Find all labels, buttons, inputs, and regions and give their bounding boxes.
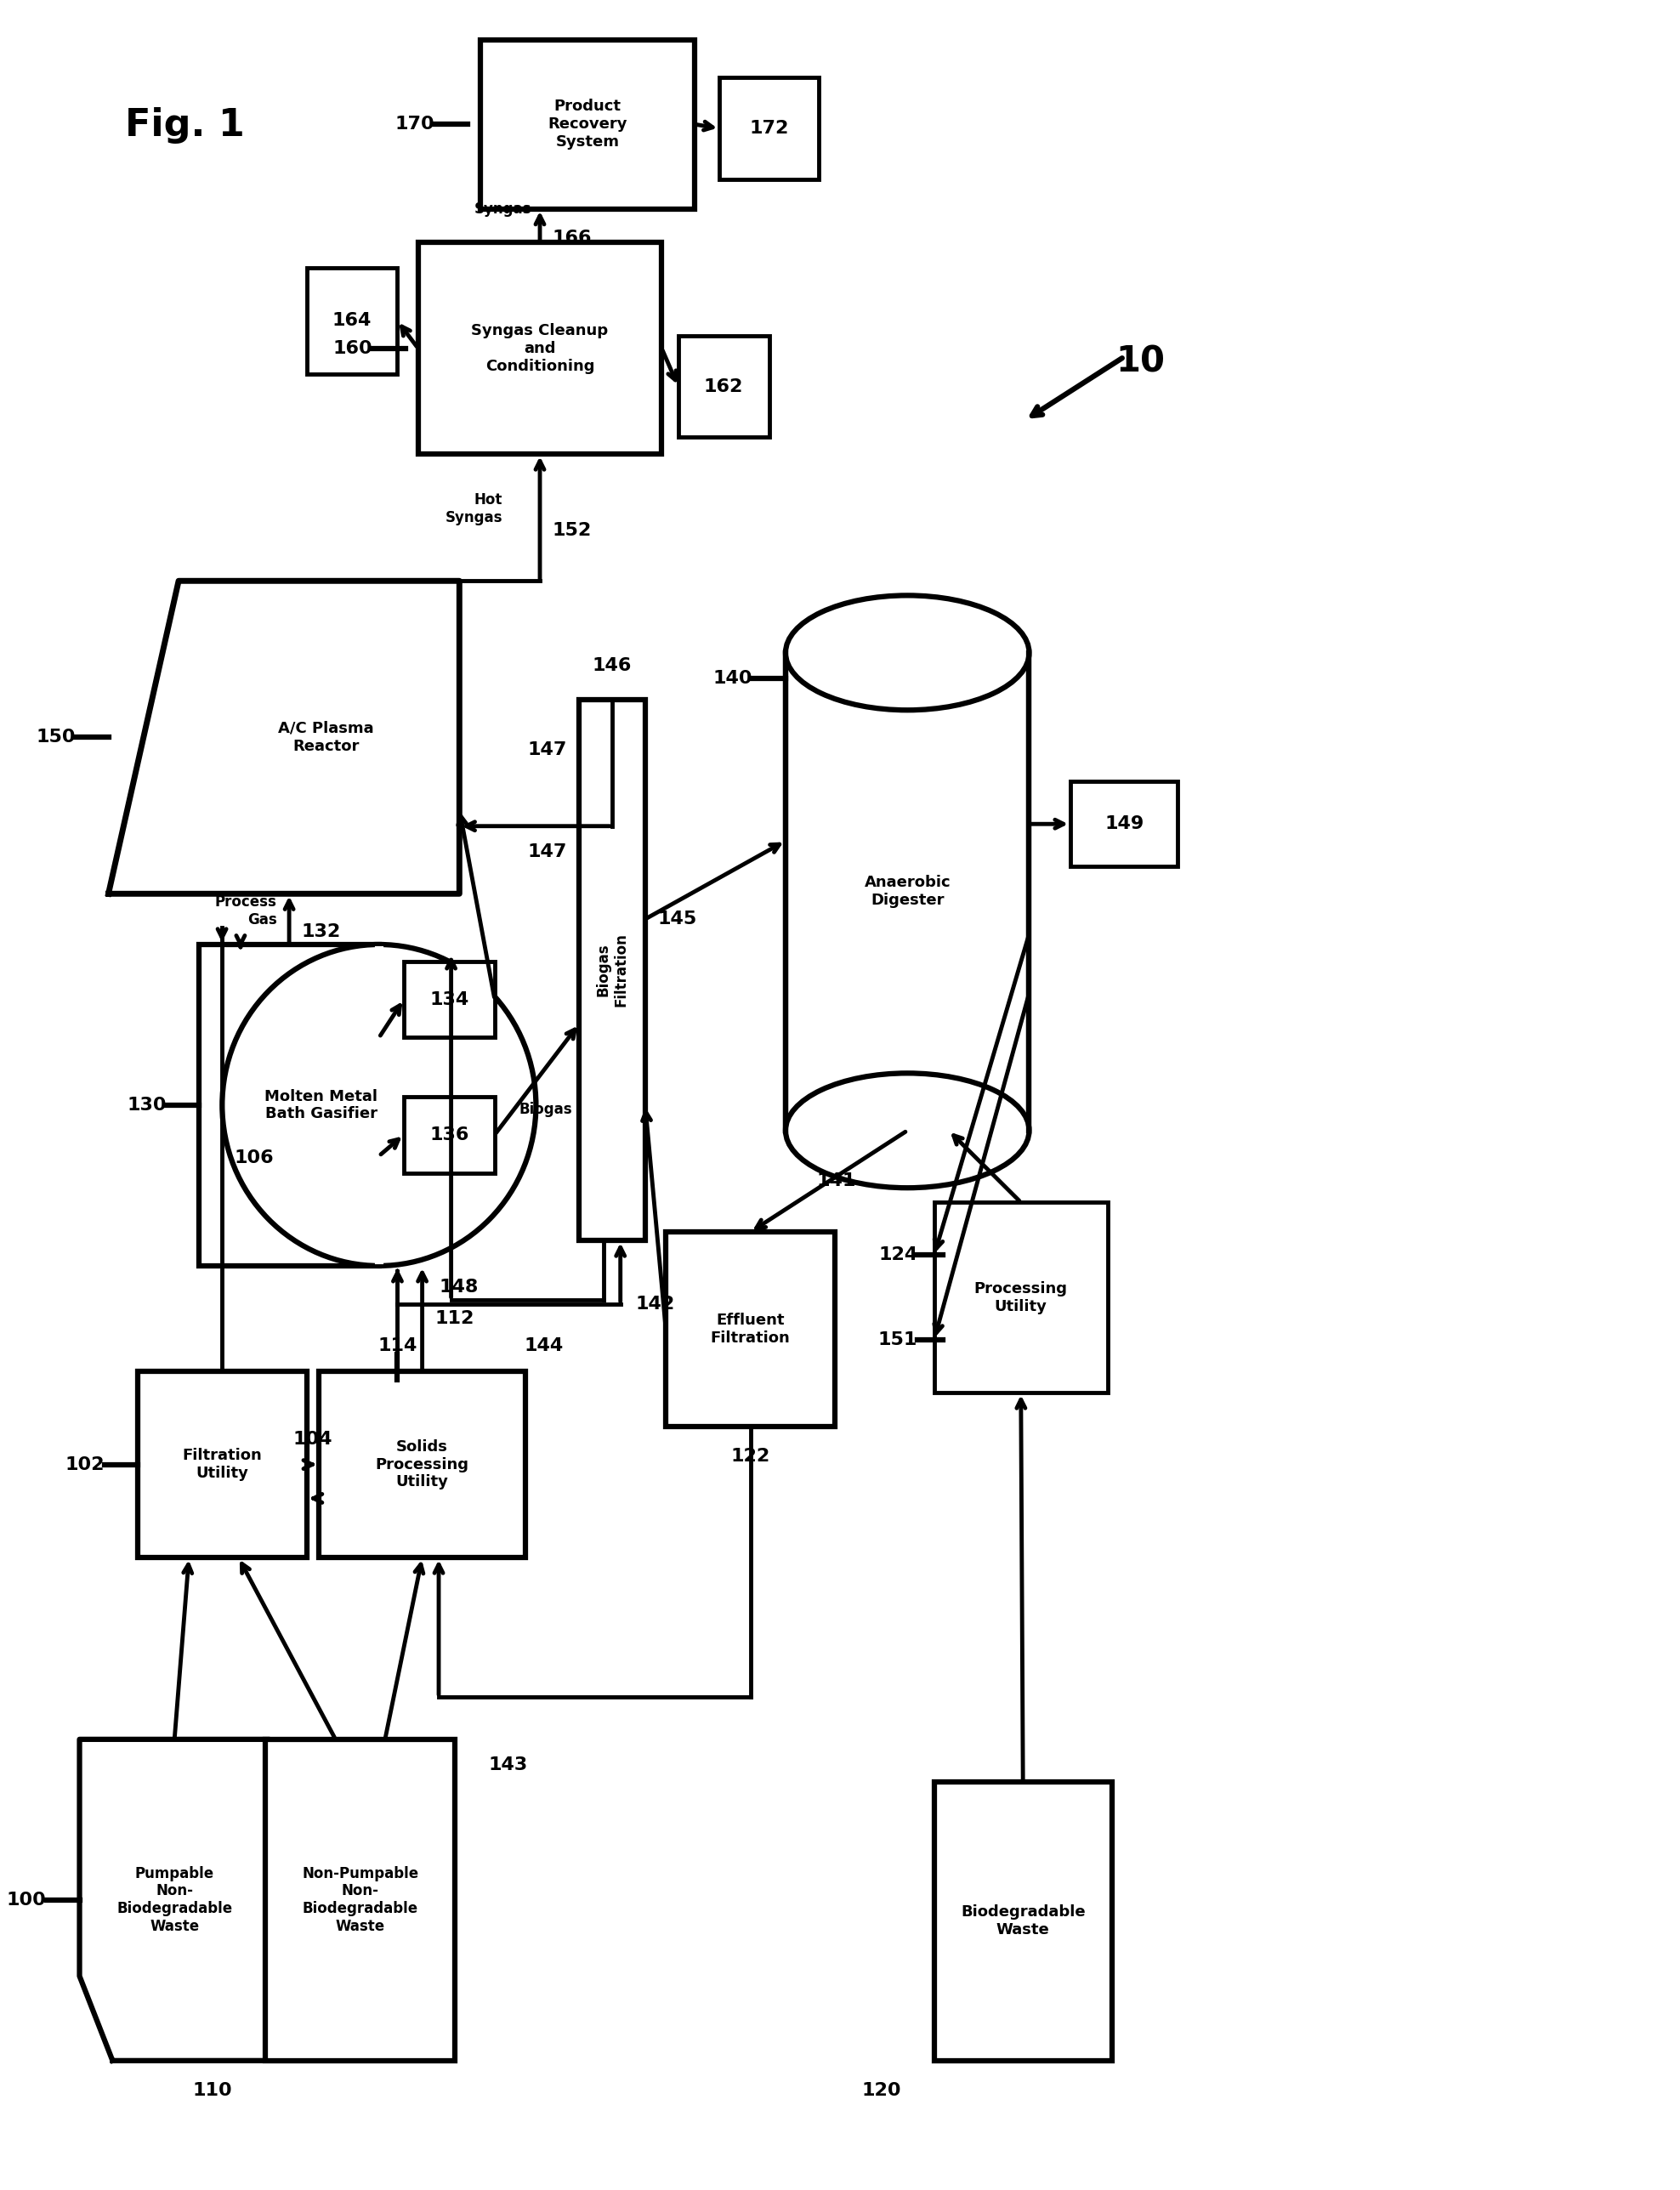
Text: 102: 102 <box>66 1456 104 1474</box>
Bar <box>403 961 494 1038</box>
Ellipse shape <box>786 596 1030 710</box>
Text: 150: 150 <box>35 729 76 747</box>
Text: Solids
Processing
Utility: Solids Processing Utility <box>375 1439 469 1489</box>
Text: 10: 10 <box>1116 344 1166 379</box>
Text: 149: 149 <box>1104 815 1144 832</box>
Circle shape <box>222 944 536 1266</box>
Bar <box>679 335 769 438</box>
Bar <box>138 1371 307 1557</box>
Text: 104: 104 <box>292 1430 333 1448</box>
Text: Filtration
Utility: Filtration Utility <box>181 1448 262 1480</box>
Text: 136: 136 <box>430 1126 469 1143</box>
Text: A/C Plasma
Reactor: A/C Plasma Reactor <box>279 721 375 753</box>
Text: 122: 122 <box>731 1448 769 1465</box>
Bar <box>307 267 398 374</box>
Bar <box>375 946 383 1264</box>
Text: Syngas: Syngas <box>474 201 531 217</box>
Text: Molten Metal
Bath Gasifier: Molten Metal Bath Gasifier <box>264 1088 378 1121</box>
Text: 145: 145 <box>657 911 697 929</box>
Text: Process
Gas: Process Gas <box>215 894 277 926</box>
Text: 114: 114 <box>378 1338 417 1356</box>
Text: 152: 152 <box>553 521 591 539</box>
Text: Biodegradable
Waste: Biodegradable Waste <box>961 1905 1085 1938</box>
Text: Pumpable
Non-
Biodegradable
Waste: Pumpable Non- Biodegradable Waste <box>116 1866 232 1934</box>
Bar <box>786 653 1030 1130</box>
Bar <box>719 79 818 180</box>
Text: 147: 147 <box>528 843 566 861</box>
Polygon shape <box>79 1739 269 2061</box>
Bar <box>580 699 645 1240</box>
Bar <box>934 1783 1112 2061</box>
Text: 148: 148 <box>438 1279 479 1296</box>
Text: 106: 106 <box>234 1150 274 1167</box>
Text: 143: 143 <box>489 1756 528 1774</box>
Text: 120: 120 <box>862 2083 900 2098</box>
Text: 140: 140 <box>712 670 753 688</box>
Text: Biogas
Filtration: Biogas Filtration <box>596 933 628 1007</box>
Bar <box>200 944 380 1266</box>
Text: Non-Pumpable
Non-
Biodegradable
Waste: Non-Pumpable Non- Biodegradable Waste <box>302 1866 418 1934</box>
Text: 162: 162 <box>704 379 743 394</box>
Text: 146: 146 <box>593 657 632 675</box>
Text: 170: 170 <box>395 116 435 134</box>
Bar <box>665 1233 835 1426</box>
Text: 166: 166 <box>553 230 591 247</box>
Text: 110: 110 <box>193 2083 232 2098</box>
Text: Processing
Utility: Processing Utility <box>974 1281 1068 1314</box>
Text: 130: 130 <box>126 1097 166 1115</box>
Text: 172: 172 <box>749 120 788 138</box>
Text: 134: 134 <box>430 990 469 1007</box>
Bar <box>418 243 662 453</box>
Text: 147: 147 <box>528 742 566 758</box>
Bar <box>934 1202 1107 1393</box>
Text: Product
Recovery
System: Product Recovery System <box>548 99 627 149</box>
Text: 132: 132 <box>301 924 341 940</box>
Text: 142: 142 <box>635 1294 675 1312</box>
Text: Syngas Cleanup
and
Conditioning: Syngas Cleanup and Conditioning <box>472 324 608 374</box>
Bar <box>319 1371 526 1557</box>
Text: Anaerobic
Digester: Anaerobic Digester <box>864 876 951 909</box>
Text: 141: 141 <box>816 1174 855 1189</box>
Text: 151: 151 <box>879 1332 917 1349</box>
Text: 144: 144 <box>524 1338 564 1356</box>
Text: 100: 100 <box>7 1892 47 1907</box>
Text: 164: 164 <box>333 313 371 328</box>
Bar <box>265 1739 455 2061</box>
Text: 124: 124 <box>879 1246 917 1264</box>
Text: 160: 160 <box>333 339 373 357</box>
Text: Fig. 1: Fig. 1 <box>124 107 245 145</box>
Polygon shape <box>109 580 459 894</box>
Text: Effluent
Filtration: Effluent Filtration <box>711 1312 790 1345</box>
Bar <box>1070 782 1178 867</box>
Bar <box>403 1097 494 1174</box>
Bar <box>480 39 696 208</box>
Text: Biogas: Biogas <box>519 1102 573 1117</box>
Text: 112: 112 <box>435 1310 474 1327</box>
Ellipse shape <box>786 1073 1030 1187</box>
Text: Hot
Syngas: Hot Syngas <box>445 493 502 526</box>
